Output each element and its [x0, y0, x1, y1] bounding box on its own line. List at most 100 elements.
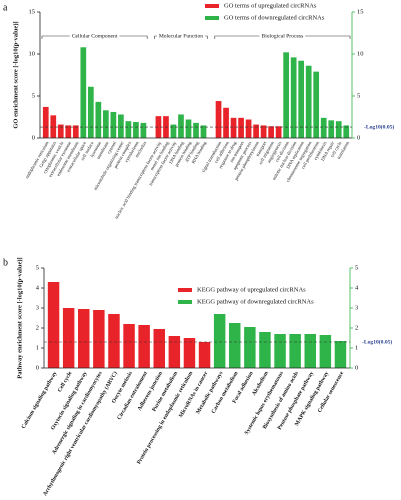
bar [65, 125, 72, 138]
y2-tick-label: 15 [357, 8, 364, 15]
bar [178, 114, 184, 138]
bar [304, 334, 316, 368]
y2-tick-label: 0 [355, 364, 358, 371]
bar [283, 52, 290, 138]
bar [102, 110, 109, 138]
y2-tick-label: 3 [355, 304, 358, 311]
bar [78, 309, 90, 368]
bar [42, 106, 49, 138]
bar [238, 117, 244, 138]
bar [289, 334, 301, 368]
y2-tick-label: 2 [355, 324, 358, 331]
bar [140, 122, 147, 138]
bar [259, 332, 271, 368]
panel-label: b [3, 257, 8, 268]
bar [193, 122, 199, 138]
bar [305, 65, 312, 138]
bar [183, 338, 196, 368]
bar [335, 121, 342, 138]
y-tick-label: 0 [32, 134, 35, 141]
bar [108, 314, 120, 368]
panel-label: a [3, 2, 8, 13]
bar [328, 120, 335, 138]
bar [200, 125, 207, 138]
threshold-label: -Log10(0.05) [364, 123, 394, 130]
legend-swatch [178, 288, 192, 292]
y-tick-label: 5 [36, 264, 39, 271]
y-tick-label: 1 [36, 344, 39, 351]
threshold-label: -Log10(0.05) [362, 338, 392, 345]
bar [215, 101, 222, 138]
bar [260, 125, 267, 138]
bar [230, 117, 237, 138]
y-axis-label: Pathway enrichment score [-log10(p-value… [16, 257, 23, 378]
bar [343, 125, 350, 138]
bar [62, 308, 75, 368]
bar [253, 124, 259, 138]
bar [123, 324, 135, 368]
y-tick-label: 10 [29, 50, 36, 57]
bar [334, 341, 347, 368]
legend-swatch [178, 300, 192, 304]
y2-tick-label: 5 [357, 92, 360, 99]
y-tick-label: 3 [36, 304, 39, 311]
legend-label: GO terms of downregulated circRNAs [224, 14, 325, 21]
group-label-bg [259, 32, 306, 40]
bar [72, 125, 79, 138]
legend-label: KEGG pathway of downregulated circRNAs [197, 298, 314, 305]
y2-tick-label: 5 [355, 264, 358, 271]
group-label: Cellular Component [72, 33, 118, 39]
bar [244, 327, 256, 368]
bar [133, 122, 139, 138]
group-label-bg [69, 32, 120, 40]
bar [185, 119, 192, 138]
y-tick-label: 4 [36, 284, 40, 291]
legend-swatch [205, 16, 219, 20]
bar [138, 325, 150, 368]
bar [274, 334, 286, 368]
bar [290, 57, 297, 138]
bar [57, 124, 64, 138]
group-label: Molecular Function [159, 33, 203, 39]
bar [93, 310, 105, 368]
x-tick-label: Calcium signaling pathway [21, 370, 59, 429]
bar [95, 101, 102, 138]
bar [268, 126, 274, 138]
bar [80, 47, 87, 138]
bar [168, 336, 181, 368]
legend-label: KEGG pathway of upregulated circRNAs [197, 286, 306, 293]
bar [298, 60, 305, 138]
y-axis-label: GO enrichment score [-log10(p-value)] [12, 21, 19, 128]
y-tick-label: 15 [29, 8, 36, 15]
bar [313, 71, 320, 138]
y2-tick-label: 10 [357, 50, 364, 57]
y2-tick-label: 0 [357, 134, 360, 141]
bar [320, 117, 327, 138]
bar [245, 119, 252, 138]
bar [47, 282, 60, 368]
y-tick-label: 5 [32, 92, 35, 99]
group-label: Biological Process [261, 33, 303, 39]
group-label-bg [156, 32, 206, 40]
y-tick-label: 2 [36, 324, 39, 331]
bar [223, 107, 229, 138]
x-tick-label: cytosol [106, 140, 117, 155]
y2-tick-label: 1 [355, 344, 358, 351]
bar [110, 111, 117, 138]
legend-swatch [205, 4, 219, 8]
bar [125, 121, 132, 138]
bar [87, 86, 94, 138]
bar [275, 126, 282, 138]
y-tick-label: 0 [36, 364, 39, 371]
bar [319, 335, 332, 368]
x-tick-label: Arrhythmogenic right ventricular cardiom… [41, 370, 118, 497]
bar [118, 114, 124, 138]
y2-tick-label: 4 [355, 284, 359, 291]
bar [50, 115, 57, 138]
bar [198, 342, 211, 368]
legend-label: GO terms of upregulated circRNAs [224, 2, 317, 9]
bar [213, 314, 226, 368]
bar [229, 323, 241, 368]
bar [170, 124, 177, 138]
